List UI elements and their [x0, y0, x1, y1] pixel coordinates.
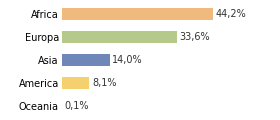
Bar	[62, 31, 177, 43]
Bar	[62, 54, 110, 66]
Text: 8,1%: 8,1%	[92, 78, 117, 88]
Bar	[62, 8, 213, 20]
Text: 33,6%: 33,6%	[180, 32, 210, 42]
Text: 14,0%: 14,0%	[112, 55, 143, 65]
Text: 44,2%: 44,2%	[216, 9, 247, 19]
Bar	[62, 77, 89, 89]
Text: 0,1%: 0,1%	[65, 101, 89, 111]
